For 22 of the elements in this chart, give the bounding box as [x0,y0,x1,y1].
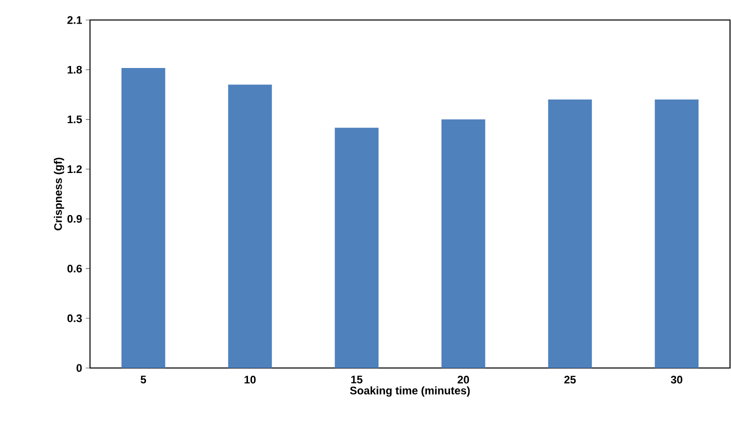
y-tick-label: 0.9 [67,214,82,223]
bar [441,119,486,368]
x-tick-label: 15 [351,376,362,384]
bar [654,100,699,368]
x-tick-label: 5 [140,376,146,384]
x-tick-label: 25 [564,376,576,384]
y-tick-label: 2.1 [67,16,82,24]
y-tick-label: 0.3 [67,314,82,322]
y-tick-label: 0 [76,364,82,372]
y-tick-label: 0.6 [67,264,82,272]
bar [334,128,379,368]
bar [228,84,272,368]
bar [121,68,166,368]
x-axis-title: Soaking time (minutes) [350,386,470,397]
x-tick-label: 10 [244,376,256,384]
y-tick-label: 1.8 [68,66,82,74]
x-tick-label: 30 [670,376,682,384]
bar [548,100,592,368]
x-tick-label: 20 [458,376,469,384]
y-tick-label: 1.5 [68,116,82,124]
y-axis-title: Crispness (gf) [54,158,64,230]
y-tick-label: 1.2 [68,165,82,173]
